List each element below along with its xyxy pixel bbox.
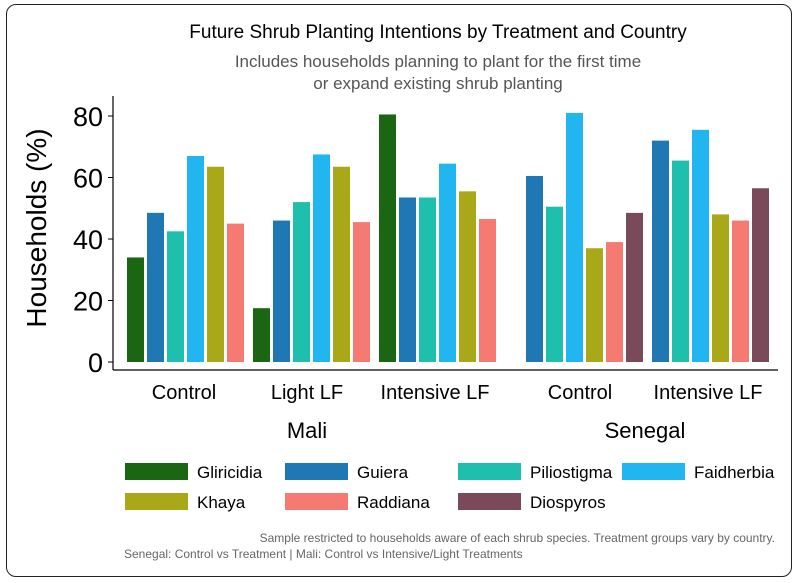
bar-khaya-mali-control: [207, 166, 224, 362]
bar-khaya-senegal-control: [586, 248, 603, 362]
legend-swatch-gliricidia: [125, 463, 188, 480]
y-tick-label: 60: [73, 164, 103, 194]
bar-khaya-mali-intensive-lf: [459, 191, 476, 362]
chart-title: Future Shrub Planting Intentions by Trea…: [189, 22, 687, 43]
bar-gliricidia-mali-control: [127, 257, 144, 362]
x-tick-label: Light LF: [271, 382, 343, 404]
bar-raddiana-senegal-intensive-lf: [732, 220, 749, 362]
x-tick-label: Intensive LF: [381, 382, 490, 404]
chart-subtitle-line-1: Includes households planning to plant fo…: [235, 52, 641, 71]
bar-diospyros-senegal-control: [626, 212, 643, 362]
bar-piliostigma-mali-control: [167, 231, 184, 362]
legend-swatch-diospyros: [458, 493, 521, 510]
bar-faidherbia-senegal-control: [566, 112, 583, 362]
bar-khaya-mali-light-lf: [333, 166, 350, 362]
bar-guiera-senegal-control: [526, 175, 543, 362]
legend-swatch-guiera: [285, 463, 348, 480]
bar-khaya-senegal-intensive-lf: [712, 214, 729, 362]
legend: Gliricidia Guiera Piliostigma Faidherbia Kha…: [125, 463, 775, 512]
bar-raddiana-mali-intensive-lf: [479, 219, 496, 362]
legend-label-khaya: Khaya: [197, 493, 246, 512]
bar-faidherbia-mali-control: [187, 155, 204, 362]
legend-label-gliricidia: Gliricidia: [197, 463, 263, 482]
legend-label-piliostigma: Piliostigma: [530, 463, 613, 482]
y-tick-label: 40: [73, 225, 103, 255]
bar-gliricidia-mali-intensive-lf: [379, 114, 396, 363]
bar-faidherbia-mali-light-lf: [313, 154, 330, 362]
footnote-line-1: Sample restricted to households aware of…: [260, 531, 775, 545]
y-tick-label: 20: [73, 287, 103, 317]
bar-gliricidia-mali-light-lf: [253, 308, 270, 362]
chart-subtitle-line-2: or expand existing shrub planting: [313, 74, 563, 93]
country-label: Mali: [287, 418, 327, 443]
legend-label-diospyros: Diospyros: [530, 493, 606, 512]
bar-faidherbia-mali-intensive-lf: [439, 163, 456, 362]
bar-guiera-senegal-intensive-lf: [652, 140, 669, 362]
bar-raddiana-mali-light-lf: [353, 222, 370, 362]
bar-guiera-mali-light-lf: [273, 220, 290, 362]
figure-frame: [6, 4, 792, 577]
country-label: Senegal: [605, 418, 686, 443]
bar-faidherbia-senegal-intensive-lf: [692, 129, 709, 362]
x-tick-label: Control: [548, 382, 612, 404]
bar-raddiana-mali-control: [227, 223, 244, 362]
axes: 0 20 40 60 80: [73, 96, 778, 378]
legend-label-faidherbia: Faidherbia: [694, 463, 775, 482]
bar-piliostigma-senegal-intensive-lf: [672, 160, 689, 362]
bar-piliostigma-senegal-control: [546, 206, 563, 362]
legend-label-raddiana: Raddiana: [357, 493, 430, 512]
legend-swatch-piliostigma: [458, 463, 521, 480]
y-axis-label: Households (%): [21, 128, 52, 327]
bar-guiera-mali-control: [147, 212, 164, 362]
bar-piliostigma-mali-light-lf: [293, 202, 310, 362]
legend-label-guiera: Guiera: [357, 463, 409, 482]
bar-diospyros-senegal-intensive-lf: [752, 188, 769, 362]
bar-guiera-mali-intensive-lf: [399, 197, 416, 362]
y-tick-label: 80: [73, 102, 103, 132]
x-tick-label: Control: [152, 382, 216, 404]
bars: [127, 112, 769, 363]
bar-piliostigma-mali-intensive-lf: [419, 197, 436, 362]
x-tick-label: Intensive LF: [654, 382, 763, 404]
legend-swatch-khaya: [125, 493, 188, 510]
x-axis-labels: Control Light LF Intensive LF Control Intens…: [152, 382, 763, 443]
legend-swatch-raddiana: [285, 493, 348, 510]
legend-swatch-faidherbia: [622, 463, 685, 480]
bar-raddiana-senegal-control: [606, 242, 623, 362]
footnote-line-2: Senegal: Control vs Treatment | Mali: Co…: [124, 547, 523, 561]
y-tick-label: 0: [88, 348, 103, 378]
